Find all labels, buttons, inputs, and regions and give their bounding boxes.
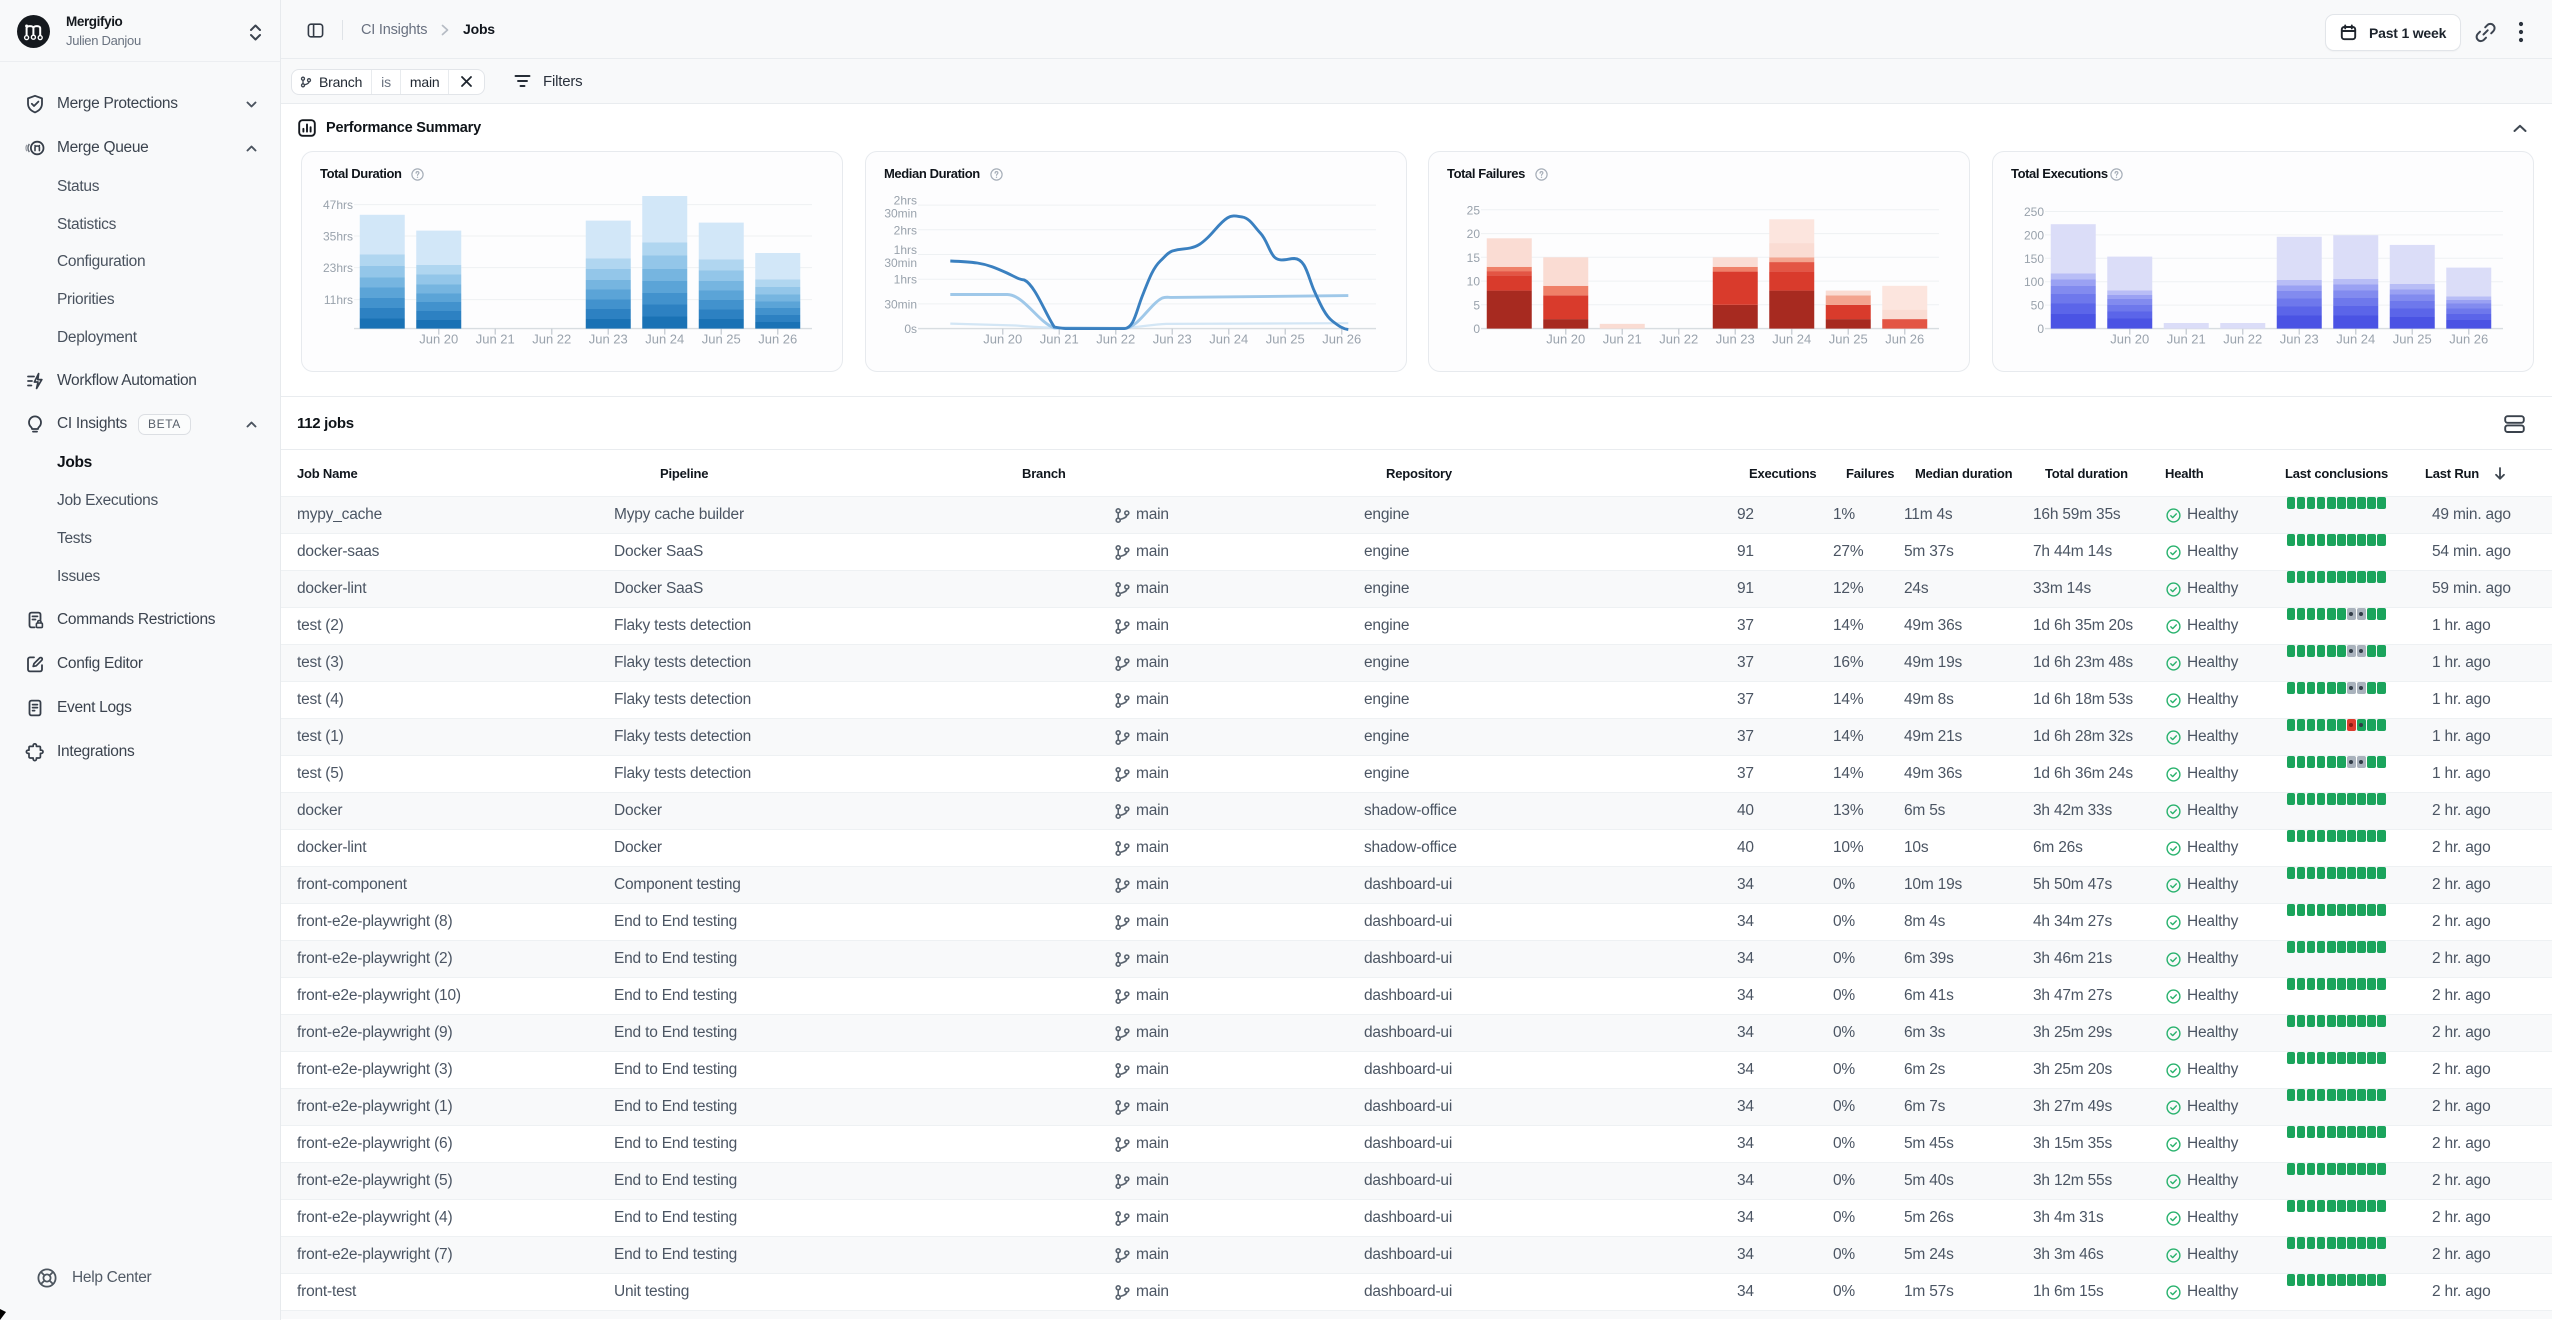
svg-text:Jun 22: Jun 22 — [2223, 332, 2262, 347]
svg-text:Jun 21: Jun 21 — [1040, 332, 1079, 347]
svg-text:Jun 20: Jun 20 — [983, 332, 1022, 347]
svg-text:Jun 26: Jun 26 — [1322, 332, 1361, 347]
svg-text:200: 200 — [2024, 228, 2044, 242]
svg-text:150: 150 — [2024, 252, 2044, 266]
svg-text:30min: 30min — [884, 256, 917, 270]
svg-text:Jun 22: Jun 22 — [532, 332, 571, 347]
svg-text:10: 10 — [1467, 275, 1481, 289]
svg-text:Jun 23: Jun 23 — [1153, 332, 1192, 347]
svg-text:1hrs: 1hrs — [894, 243, 917, 257]
svg-text:Jun 24: Jun 24 — [2336, 332, 2375, 347]
svg-text:Jun 22: Jun 22 — [1096, 332, 1135, 347]
svg-text:100: 100 — [2024, 275, 2044, 289]
svg-text:Jun 22: Jun 22 — [1659, 332, 1698, 347]
svg-text:Jun 25: Jun 25 — [1266, 332, 1305, 347]
svg-text:30min: 30min — [884, 297, 917, 311]
svg-text:Jun 20: Jun 20 — [419, 332, 458, 347]
svg-text:Jun 21: Jun 21 — [476, 332, 515, 347]
svg-text:5: 5 — [1473, 298, 1480, 312]
svg-text:25: 25 — [1467, 203, 1481, 217]
svg-text:Jun 23: Jun 23 — [1716, 332, 1755, 347]
svg-text:0s: 0s — [904, 322, 917, 336]
svg-text:Jun 23: Jun 23 — [2280, 332, 2319, 347]
svg-text:Jun 21: Jun 21 — [1603, 332, 1642, 347]
svg-text:30min: 30min — [884, 207, 917, 221]
svg-text:20: 20 — [1467, 227, 1481, 241]
svg-text:47hrs: 47hrs — [323, 198, 353, 212]
svg-text:250: 250 — [2024, 205, 2044, 219]
svg-text:23hrs: 23hrs — [323, 261, 353, 275]
svg-text:0: 0 — [1473, 322, 1480, 336]
svg-text:Jun 25: Jun 25 — [1829, 332, 1868, 347]
svg-text:1hrs: 1hrs — [894, 273, 917, 287]
svg-text:Jun 24: Jun 24 — [645, 332, 684, 347]
svg-text:35hrs: 35hrs — [323, 230, 353, 244]
svg-text:2hrs: 2hrs — [894, 223, 917, 237]
svg-text:11hrs: 11hrs — [324, 293, 353, 307]
svg-text:Jun 24: Jun 24 — [1772, 332, 1811, 347]
svg-text:Jun 24: Jun 24 — [1209, 332, 1248, 347]
svg-text:50: 50 — [2031, 299, 2045, 313]
svg-text:Jun 21: Jun 21 — [2167, 332, 2206, 347]
svg-text:2hrs: 2hrs — [894, 194, 917, 208]
svg-text:Jun 23: Jun 23 — [589, 332, 628, 347]
svg-text:Jun 20: Jun 20 — [2110, 332, 2149, 347]
svg-text:Jun 26: Jun 26 — [758, 332, 797, 347]
svg-text:15: 15 — [1467, 251, 1481, 265]
svg-text:Jun 20: Jun 20 — [1546, 332, 1585, 347]
svg-text:Jun 25: Jun 25 — [702, 332, 741, 347]
svg-text:Jun 26: Jun 26 — [1885, 332, 1924, 347]
svg-text:0: 0 — [2037, 322, 2044, 336]
svg-text:Jun 26: Jun 26 — [2449, 332, 2488, 347]
svg-text:Jun 25: Jun 25 — [2393, 332, 2432, 347]
